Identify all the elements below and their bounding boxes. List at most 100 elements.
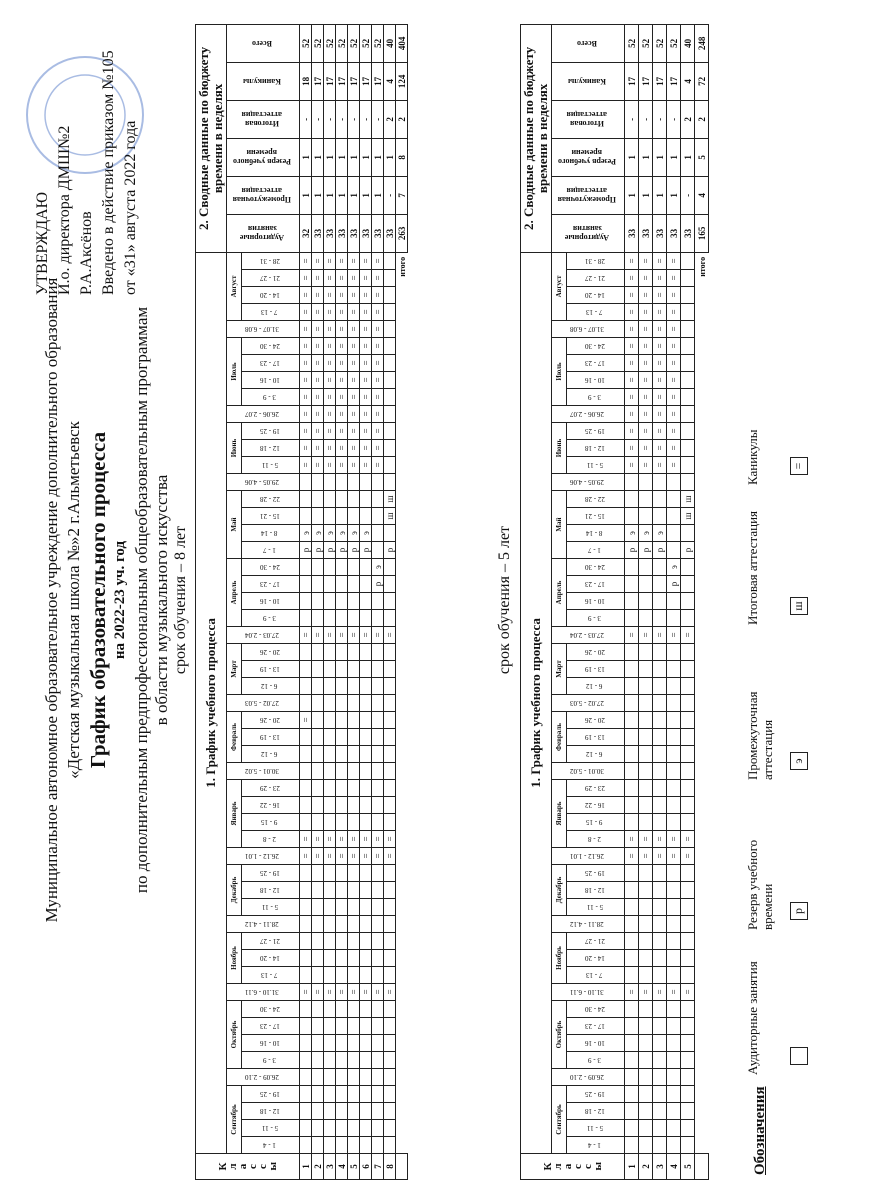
week-cell: =: [371, 371, 384, 389]
week-cell: [624, 1136, 639, 1154]
week-cell: [323, 660, 336, 678]
week-text: 26.09 - 2.10: [570, 1073, 604, 1081]
week-label: 7 - 13: [566, 303, 625, 321]
schedule-table: Классы 1. График учебного процесса 2. Свод…: [195, 24, 408, 1180]
summary-cell: 32: [299, 214, 312, 253]
week-cell: [323, 745, 336, 763]
week-label: 19 - 25: [566, 1085, 625, 1103]
week-cell: =: [652, 830, 667, 848]
week-cell: [666, 1017, 681, 1035]
week-cell: [652, 1102, 667, 1120]
week-cell: [383, 303, 396, 321]
week-cell: =: [371, 456, 384, 474]
week-label: 10 - 16: [241, 592, 300, 610]
week-label: 5 - 11: [566, 898, 625, 916]
week-cell: [335, 490, 348, 508]
week-cell: [666, 643, 681, 661]
week-text: 3 - 9: [588, 393, 602, 401]
legend-title: Обозначения: [752, 1086, 768, 1175]
week-cell: [652, 1068, 667, 1086]
summary-cell: -: [299, 100, 312, 139]
week-cell: =: [311, 405, 324, 423]
week-cell: [299, 881, 312, 899]
week-cell: [359, 592, 372, 610]
week-cell: =: [680, 983, 695, 1001]
summary-cell: 1: [299, 138, 312, 177]
week-label: 10 - 16: [241, 1034, 300, 1052]
week-cell: [347, 915, 360, 933]
week-text: 19 - 25: [259, 869, 280, 877]
week-cell: [359, 1136, 372, 1154]
week-cell: э: [335, 524, 348, 542]
week-label: 14 - 20: [241, 949, 300, 967]
week-label: 7 - 13: [241, 966, 300, 984]
week-cell: [652, 932, 667, 950]
week-cell: [680, 303, 695, 321]
total-label: итого: [397, 256, 407, 277]
summary-cell: 52: [347, 24, 360, 63]
week-cell: [680, 932, 695, 950]
week-cell: [638, 1068, 653, 1086]
week-label: 30.01 - 5.02: [226, 762, 300, 780]
week-cell: [323, 932, 336, 950]
week-cell: [299, 1119, 312, 1137]
summary-cell: 33: [347, 214, 360, 253]
week-label: 26.09 - 2.10: [226, 1068, 300, 1086]
week-cell: [347, 507, 360, 525]
summary-header-text: Всего: [577, 38, 597, 48]
week-cell: [335, 609, 348, 627]
week-cell: [638, 1034, 653, 1052]
week-cell: [371, 643, 384, 661]
summary-cell: 2: [383, 100, 396, 139]
week-cell: [347, 473, 360, 491]
week-cell: [680, 966, 695, 984]
week-cell: =: [347, 847, 360, 865]
week-label: 27.02 - 5.03: [226, 694, 300, 712]
month: Ноябрь: [551, 932, 567, 984]
week-label: 14 - 20: [566, 949, 625, 967]
week-cell: =: [323, 422, 336, 440]
class-row: 6 = = = = р э = = = = = = = = = = = = = 33 1 1-17 52: [359, 24, 372, 1180]
class-header-text: Классы: [541, 1161, 604, 1171]
week-cell: [383, 864, 396, 882]
week-cell: =: [638, 320, 653, 338]
week-cell: [347, 1136, 360, 1154]
week-cell: [383, 422, 396, 440]
summary-cell: 52: [359, 24, 372, 63]
total-cell: 2: [395, 100, 408, 139]
week-text: 14 - 20: [259, 954, 280, 962]
week-label: 9 - 15: [566, 813, 625, 831]
approval-line: от «31» августа 2022 года: [122, 120, 139, 295]
week-cell: =: [680, 847, 695, 865]
week-cell: р: [323, 541, 336, 559]
week-cell: =: [638, 439, 653, 457]
week-cell: [680, 1068, 695, 1086]
week-cell: =: [359, 439, 372, 457]
week-cell: [323, 677, 336, 695]
week-cell: [680, 1034, 695, 1052]
week-cell: [299, 728, 312, 746]
week-cell: [359, 932, 372, 950]
week-cell: [311, 1085, 324, 1103]
week-cell: [371, 1000, 384, 1018]
week-cell: [383, 966, 396, 984]
summary-cell: -: [359, 100, 372, 139]
week-cell: =: [383, 830, 396, 848]
week-label: 21 - 27: [241, 932, 300, 950]
week-cell: [680, 1136, 695, 1154]
summary-cell: 1: [638, 176, 653, 215]
week-cell: =: [638, 830, 653, 848]
week-cell: [383, 1136, 396, 1154]
week-cell: =: [359, 847, 372, 865]
week-cell: [638, 881, 653, 899]
week-cell: [680, 524, 695, 542]
week-cell: [371, 1136, 384, 1154]
week-cell: [347, 1034, 360, 1052]
week-cell: =: [359, 354, 372, 372]
week-text: 15 - 21: [584, 512, 605, 520]
week-cell: [359, 966, 372, 984]
week-text: 26.06 - 2.07: [570, 410, 604, 418]
week-cell: [624, 745, 639, 763]
week-cell: [335, 864, 348, 882]
week-cell: [299, 762, 312, 780]
